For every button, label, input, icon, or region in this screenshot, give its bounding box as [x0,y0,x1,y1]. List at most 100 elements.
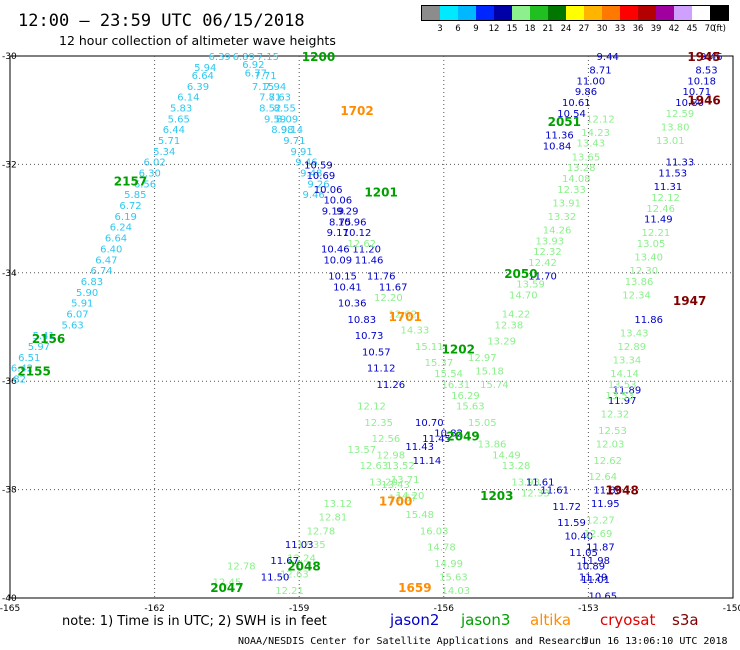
swh-value: 16.31 [442,380,471,391]
swh-value: 9.46 [700,52,722,63]
swh-value: 11.05 [569,548,598,559]
swh-value: 11.59 [557,518,586,529]
swh-value: 15.74 [480,380,509,391]
swh-value: 13.91 [552,198,581,209]
swh-value: 6.72 [119,201,141,212]
swh-value: 6.19 [115,212,137,223]
swh-value: 12.97 [468,353,497,364]
swh-value: 9.14 [281,125,303,136]
swh-value: 6.74 [90,266,112,277]
swh-value: 8.52 [259,103,281,114]
swh-value: 10.82 [434,429,463,440]
legend-entry-s3a: s3a [672,611,699,629]
swh-value: 10.15 [328,272,357,283]
colorbar-swatch [584,6,602,20]
swh-value: 12.20 [374,293,403,304]
chart-subtitle: 12 hour collection of altimeter wave hei… [59,33,336,48]
swh-value: 6.89 [233,52,255,63]
colorbar-swatch [548,6,566,20]
swh-value: 11.31 [654,182,683,193]
x-tick-label: -162 [144,604,164,614]
swh-value: 5.83 [170,103,192,114]
swh-value: 10.06 [323,196,352,207]
swh-value: 13.28 [502,461,531,472]
swh-value: 13.80 [661,122,690,133]
data-layer: 6.395.946.646.396.145.835.656.445.715.34… [4,50,722,598]
swh-value: 14.49 [492,450,521,461]
colorbar-swatch [674,6,692,20]
swh-value: 10.09 [323,255,352,266]
swh-value: 10.80 [675,98,704,109]
colorbar-swatch [422,6,440,20]
swh-value: 10.96 [338,217,367,228]
swh-value: 15.48 [405,510,434,521]
swh-value: 13.29 [487,337,516,348]
swh-value: 10.84 [543,141,572,152]
swh-value: 11.72 [552,502,581,513]
legend: jason2 jason3 altika cryosat s3a [389,611,699,629]
y-tick-label: -40 [2,594,17,604]
x-tick-label: -153 [578,604,598,614]
swh-value: 8.53 [695,66,717,77]
chart-title: 12:00 – 23:59 UTC 06/15/2018 [18,11,305,31]
swh-value: 11.86 [593,486,622,497]
colorbar-label: 33 [615,24,626,34]
x-tick-label: -165 [0,604,20,614]
swh-value: 10.69 [307,171,336,182]
swh-value: 9.46 [295,158,317,169]
swh-value: 12.63 [360,461,389,472]
swh-value: 11.03 [285,540,314,551]
swh-value: 5.82 [4,374,26,385]
y-tick-label: -38 [2,486,17,496]
swh-value: 9.71 [283,136,305,147]
plot-frame [9,55,734,599]
footer-timestamp: Jun 16 13:06:10 UTC 2018 [583,636,728,647]
swh-value: 11.61 [540,486,569,497]
colorbar-swatch [638,6,656,20]
footer-credit: NOAA/NESDIS Center for Satellite Applica… [238,636,587,647]
swh-value: 11.33 [666,158,695,169]
swh-value: 14.33 [401,326,430,337]
swh-value: 11.61 [526,477,555,488]
colorbar-label: 18 [525,24,536,34]
swh-value: 11.20 [352,244,381,255]
colorbar-swatch [476,6,494,20]
swh-value: 11.86 [634,315,663,326]
colorbar-label: 70 [705,24,716,34]
swh-value: 11.87 [586,543,615,554]
colorbar-swatch [512,6,530,20]
swh-value: 9.44 [597,52,619,63]
swh-value: 13.43 [620,328,649,339]
swh-value: 12.12 [357,402,386,413]
swh-value: 11.95 [591,499,620,510]
colorbar-swatch [566,6,584,20]
colorbar-label: 9 [473,24,478,34]
swh-value: 11.89 [613,385,642,396]
swh-value: 10.71 [683,87,712,98]
swh-value: 6.39 [209,52,231,63]
swh-value: 12.34 [622,290,651,301]
swh-value: 11.29 [579,572,608,583]
swh-value: 13.71 [391,475,420,486]
swh-value: 10.89 [576,561,605,572]
swh-value: 14.03 [442,586,471,597]
swh-value: 12.21 [275,586,304,597]
y-tick-label: -36 [2,377,17,387]
swh-value: 6.40 [100,244,122,255]
swh-value: 7.94 [264,82,286,93]
time-label: 2049 [446,429,479,443]
swh-value: 12.78 [307,526,336,537]
swh-value: 12.45 [213,578,242,589]
swh-value: 6.42 [11,364,33,375]
swh-value: 12.27 [586,515,615,526]
swh-value: 9.19 [322,206,344,217]
swh-value: 13.57 [348,445,377,456]
swh-value: 12.30 [630,266,659,277]
colorbar-label: 30 [597,24,608,34]
swh-value: 11.97 [608,396,637,407]
swh-value: 6.02 [143,158,165,169]
swh-value: 13.40 [634,253,663,264]
swh-value: 14.70 [509,290,538,301]
swh-value: 12.98 [376,450,405,461]
